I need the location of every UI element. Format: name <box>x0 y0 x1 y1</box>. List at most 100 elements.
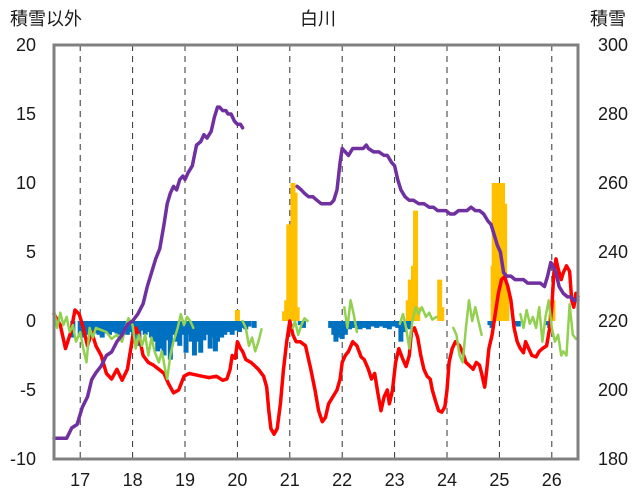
wind-line <box>452 299 483 364</box>
snow-depth-change-bar <box>214 321 220 342</box>
snow-depth-change-bar <box>395 321 401 328</box>
snow-depth-change-bar <box>300 321 306 328</box>
plot-frame <box>52 43 580 461</box>
y-right-tick-label: 220 <box>598 311 628 331</box>
snow-depth-change-bar <box>382 321 388 328</box>
snow-depth-change-bar <box>357 321 363 330</box>
left-axis-title: 積雪以外 <box>10 9 82 29</box>
wind-line <box>241 319 263 353</box>
snow-depth-change-bar <box>515 321 521 327</box>
x-tick-label: 23 <box>385 470 405 490</box>
x-tick-label: 21 <box>280 470 300 490</box>
snow-depth-change-bar <box>328 321 334 328</box>
y-left-tick-label: 10 <box>16 173 36 193</box>
snow-depth-change-bar <box>128 321 134 333</box>
precipitation-bar <box>407 279 413 321</box>
snow-depth-change-bar <box>374 321 380 328</box>
snow-depth-change-bar <box>82 321 88 333</box>
snow-depth-change-bar <box>297 321 303 326</box>
snow-depth-change-bar <box>117 321 123 335</box>
x-tick-label: 22 <box>332 470 352 490</box>
snow-depth-change-bar <box>365 321 371 330</box>
wind-line <box>398 305 438 350</box>
wind-line <box>52 308 195 381</box>
snow-depth-change-bar <box>401 321 407 333</box>
x-tick-label: 25 <box>489 470 509 490</box>
y-right-tick-label: 180 <box>598 449 628 469</box>
snow-depth-change-bar <box>222 321 228 335</box>
snow-depth-change-bar <box>347 321 353 330</box>
snow-depth-change-bar <box>246 321 252 327</box>
y-right-tick-label: 280 <box>598 104 628 124</box>
snow-depth-change-bar <box>229 321 235 335</box>
snow-depth-line <box>52 105 245 441</box>
precipitation-bar <box>234 309 240 321</box>
right-axis-title: 積雪 <box>590 9 626 29</box>
y-right-tick-label: 300 <box>598 35 628 55</box>
precipitation-bar <box>413 210 419 321</box>
snow-depth-change-bar <box>201 321 207 341</box>
snow-depth-change-bar <box>339 321 345 339</box>
precipitation-bar <box>437 279 443 321</box>
snow-depth-change-bar <box>391 321 397 327</box>
precipitation-bar <box>294 307 300 321</box>
snow-depth-change-bar <box>148 321 154 338</box>
snow-depth-change-bar <box>386 321 392 330</box>
snow-depth-change-bar <box>240 321 246 328</box>
snow-depth-change-bar <box>251 321 257 328</box>
snow-depth-change-bar <box>114 321 120 334</box>
snow-depth-change-bar <box>407 321 413 330</box>
snow-depth-change-bar <box>195 321 201 342</box>
snow-depth-change-bar <box>398 321 404 342</box>
snow-depth-change-bar <box>333 321 339 342</box>
line-series <box>52 105 580 441</box>
y-left-tick-label: 20 <box>16 35 36 55</box>
x-tick-label: 19 <box>175 470 195 490</box>
snow-depth-change-bar <box>198 321 204 353</box>
snow-depth-change-bar <box>350 321 356 328</box>
snow-depth-change-bar <box>225 321 231 333</box>
snow-depth-change-bar <box>188 321 194 342</box>
wind-line <box>519 299 580 357</box>
snow-depth-change-bar <box>185 321 191 335</box>
x-tick-label: 17 <box>70 470 90 490</box>
snow-depth-change-bar <box>145 321 151 333</box>
y-left-tick-label: 5 <box>26 242 36 262</box>
snow-depth-change-bar <box>236 321 242 333</box>
snow-depth-change-bar <box>161 321 167 356</box>
bar-series <box>70 183 556 360</box>
snow-depth-change-bar <box>336 321 342 338</box>
snow-depth-change-bar <box>103 321 109 334</box>
snow-depth-change-bar <box>204 321 210 335</box>
snow-depth-change-bar <box>219 321 225 338</box>
snow-depth-change-bar <box>152 321 158 342</box>
y-right-tick-label: 240 <box>598 242 628 262</box>
snow-depth-change-bar <box>361 321 367 328</box>
precipitation-bar <box>439 307 445 321</box>
snow-depth-change-bar <box>167 321 173 360</box>
snow-depth-change-bar <box>354 321 360 327</box>
snow-depth-change-bar <box>544 321 550 326</box>
snow-depth-line <box>295 143 580 303</box>
x-tick-label: 24 <box>437 470 457 490</box>
snow-depth-change-bar <box>142 321 148 335</box>
snow-depth-change-bar <box>232 321 238 331</box>
snow-depth-change-bar <box>404 321 410 328</box>
snow-depth-change-bar <box>170 321 176 335</box>
y-left-tick-label: -10 <box>10 449 36 469</box>
x-tick-label: 20 <box>227 470 247 490</box>
snow-depth-change-bar <box>183 321 189 353</box>
x-tick-label: 26 <box>542 470 562 490</box>
snow-depth-change-bar <box>177 321 183 346</box>
y-left-tick-label: 0 <box>26 311 36 331</box>
wind-line <box>291 316 309 337</box>
snow-depth-change-bar <box>139 321 145 331</box>
y-left-tick-label: 15 <box>16 104 36 124</box>
snow-depth-change-bar <box>370 321 376 327</box>
snow-depth-change-bar <box>110 321 116 333</box>
snow-depth-change-bar <box>180 321 186 335</box>
chart-title: 白川 <box>300 9 336 29</box>
snow-depth-change-bar <box>378 321 384 327</box>
y-right-tick-label: 200 <box>598 380 628 400</box>
